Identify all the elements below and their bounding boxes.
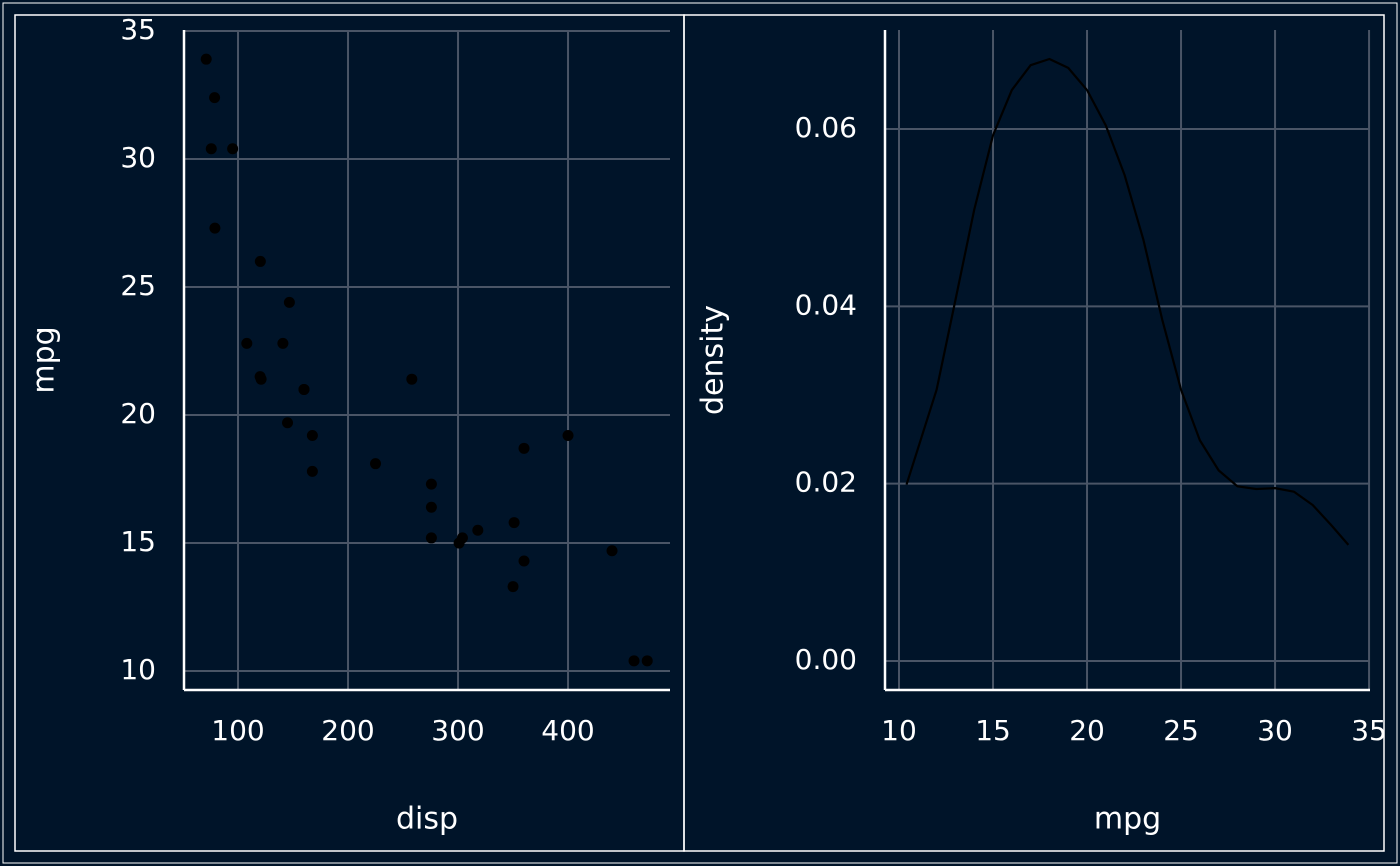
point bbox=[508, 517, 520, 529]
y-tick-label: 15 bbox=[120, 525, 156, 558]
point bbox=[370, 458, 382, 470]
y-tick-label: 0.04 bbox=[795, 288, 857, 321]
point bbox=[425, 501, 437, 513]
density-line bbox=[905, 57, 1350, 546]
x-tick-label: 400 bbox=[541, 714, 594, 747]
y-tick-label: 10 bbox=[120, 653, 156, 686]
point bbox=[406, 373, 418, 385]
point bbox=[298, 383, 310, 395]
point bbox=[562, 430, 574, 442]
x-axis-title: mpg bbox=[1094, 802, 1161, 837]
point bbox=[283, 296, 295, 308]
point bbox=[306, 430, 318, 442]
point bbox=[453, 537, 465, 549]
y-tick-label: 35 bbox=[120, 13, 156, 46]
y-tick-label: 25 bbox=[120, 269, 156, 302]
x-tick-label: 100 bbox=[211, 714, 264, 747]
y-tick-label: 0.06 bbox=[795, 111, 857, 144]
point bbox=[641, 655, 653, 667]
y-axis-title: mpg bbox=[27, 326, 62, 393]
y-axis-title: density bbox=[696, 305, 731, 415]
point bbox=[472, 524, 484, 536]
point bbox=[518, 555, 530, 567]
point bbox=[425, 478, 437, 490]
y-tick-label: 30 bbox=[120, 141, 156, 174]
point bbox=[606, 545, 618, 557]
point bbox=[425, 532, 437, 544]
point bbox=[282, 417, 294, 429]
point bbox=[205, 143, 217, 155]
point bbox=[277, 337, 289, 349]
x-tick-label: 200 bbox=[321, 714, 374, 747]
point bbox=[209, 92, 221, 104]
point bbox=[254, 255, 266, 267]
y-tick-label: 0.02 bbox=[795, 466, 857, 499]
x-tick-label: 25 bbox=[1163, 714, 1199, 747]
point bbox=[200, 53, 212, 65]
point bbox=[518, 442, 530, 454]
x-tick-label: 300 bbox=[431, 714, 484, 747]
x-axis-title: disp bbox=[396, 802, 458, 837]
panel-border bbox=[683, 14, 1385, 852]
point bbox=[209, 222, 221, 234]
point bbox=[507, 581, 519, 593]
point bbox=[628, 655, 640, 667]
x-tick-label: 10 bbox=[881, 714, 917, 747]
x-tick-label: 20 bbox=[1069, 714, 1105, 747]
x-tick-label: 35 bbox=[1351, 714, 1387, 747]
point bbox=[227, 143, 239, 155]
point bbox=[255, 373, 267, 385]
y-tick-label: 20 bbox=[120, 397, 156, 430]
x-tick-label: 15 bbox=[975, 714, 1011, 747]
y-tick-label: 0.00 bbox=[795, 643, 857, 676]
x-tick-label: 30 bbox=[1257, 714, 1293, 747]
point bbox=[241, 337, 253, 349]
point bbox=[306, 465, 318, 477]
